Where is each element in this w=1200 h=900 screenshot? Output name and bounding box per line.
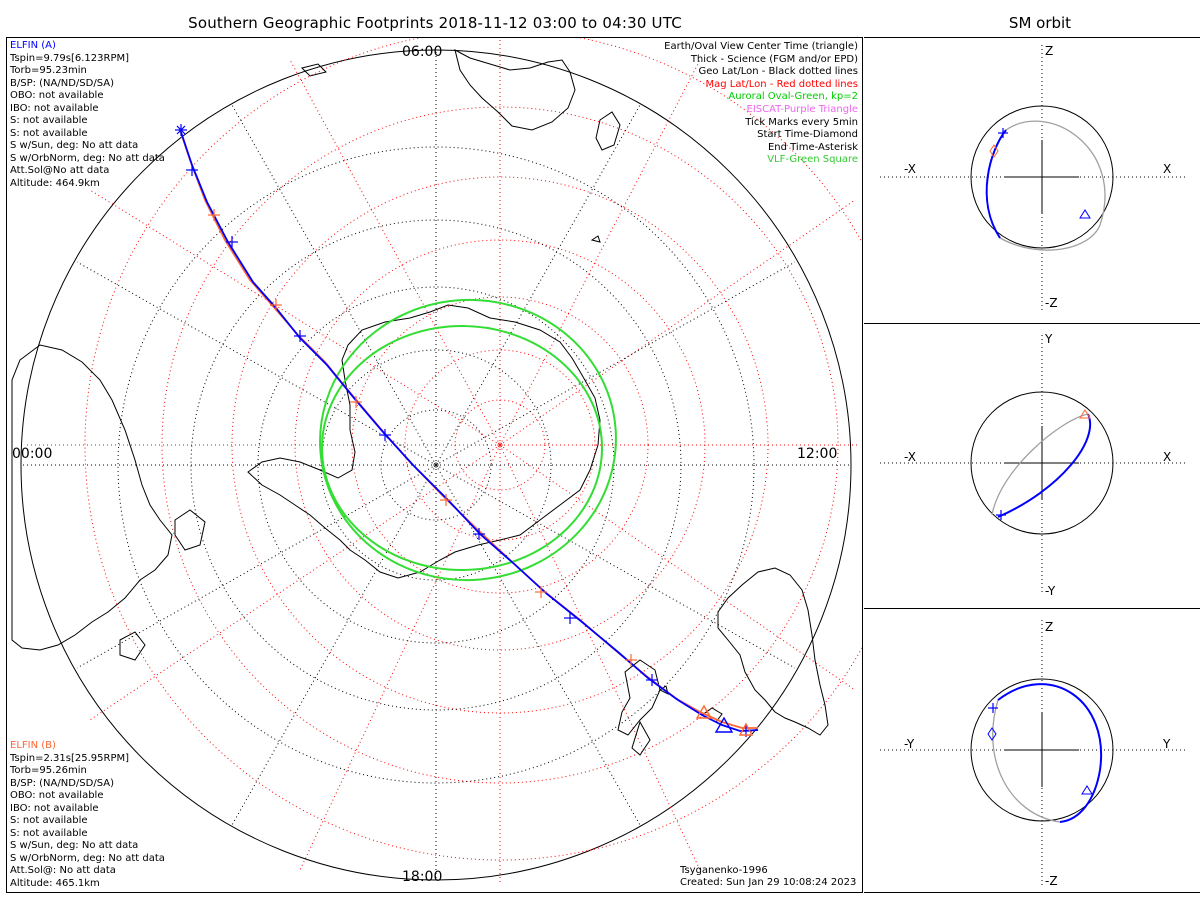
elfin-b-line: Altitude: 465.1km <box>10 877 100 889</box>
sm-orbit-title: SM orbit <box>1008 14 1072 32</box>
sm2-bottom-label: -Y <box>1045 584 1056 598</box>
legend-item: Tick Marks every 5min <box>745 116 858 128</box>
legend: Earth/Oval View Center Time (triangle) T… <box>664 41 858 167</box>
mag-lat-lon-grid <box>25 38 862 885</box>
mlt-label-left: 00:00 <box>12 446 53 462</box>
elfin-a-name: ELFIN (A) <box>10 40 56 51</box>
elfin-a-line: S: not available <box>10 127 88 139</box>
elfin-b-tick-marks <box>208 209 637 666</box>
legend-item: End Time-Asterisk <box>767 141 858 153</box>
sm-orbit-frame <box>864 37 1200 893</box>
legend-item: Start Time-Diamond <box>757 129 858 141</box>
sm3-bottom-label: -Z <box>1045 874 1058 888</box>
legend-item: Geo Lat/Lon - Black dotted lines <box>698 66 858 78</box>
elfin-b-line: S w/OrbNorm, deg: No att data <box>10 852 165 864</box>
elfin-a-line: S w/OrbNorm, deg: No att data <box>10 152 165 164</box>
elfin-b-name: ELFIN (B) <box>10 740 56 751</box>
sm-panel-xz <box>880 45 1185 310</box>
sm3-right-label: Y <box>1163 737 1171 751</box>
elfin-b-line: Att.Sol@: No att data <box>10 865 116 876</box>
elfin-a-trajectory <box>180 131 759 732</box>
sm-panel-divider-2 <box>864 608 1200 609</box>
elfin-b-line: IBO: not available <box>10 802 99 814</box>
elfin-a-tick-marks <box>186 164 752 737</box>
elfin-b-line: S: not available <box>10 815 88 826</box>
sm1-top-label: Z <box>1045 44 1054 58</box>
elfin-a-line: Tspin=9.79s[6.123RPM] <box>10 52 130 64</box>
legend-item: VLF-Green Square <box>767 154 858 166</box>
sm-panel-divider-1 <box>864 323 1200 324</box>
elfin-b-line: OBO: not available <box>10 790 104 801</box>
legend-item: Mag Lat/Lon - Red dotted lines <box>705 78 858 90</box>
legend-item: Auroral Oval-Green, kp=2 <box>728 91 858 103</box>
elfin-b-line: S w/Sun, deg: No att data <box>10 840 139 851</box>
sm2-right-label: X <box>1163 450 1172 464</box>
model-name: Tsyganenko-1996 <box>680 865 768 876</box>
elfin-a-line: S w/Sun, deg: No att data <box>10 140 139 151</box>
geo-pole-marker <box>433 462 439 468</box>
earth-disk-outline <box>20 49 852 881</box>
mlt-label-top: 06:00 <box>402 44 443 60</box>
sm1-bottom-label: -Z <box>1045 296 1058 310</box>
end-asterisk-marker <box>175 124 187 136</box>
elfin-b-line: Torb=95.26min <box>10 765 87 776</box>
mlt-label-right: 12:00 <box>797 446 838 462</box>
sm1-right-label: X <box>1163 162 1172 176</box>
sm1-left-label: -X <box>904 162 916 176</box>
legend-item: Thick - Science (FGM and/or EPD) <box>690 53 858 65</box>
sm3-top-label: Z <box>1045 620 1054 634</box>
elfin-b-line: Tspin=2.31s[25.95RPM] <box>10 752 130 764</box>
elfin-b-line: B/SP: (NA/ND/SD/SA) <box>10 777 114 789</box>
elfin-b-line: S: not available <box>10 827 88 839</box>
elfin-b-trajectory <box>179 129 758 729</box>
sm3-left-label: -Y <box>904 737 915 751</box>
geo-lat-lon-grid <box>22 50 850 880</box>
elfin-b-info: ELFIN (B) Tspin=2.31s[25.95RPM] Torb=95.… <box>10 740 165 890</box>
elfin-a-line: Torb=95.23min <box>10 65 87 76</box>
elfin-a-info: ELFIN (A) Tspin=9.79s[6.123RPM] Torb=95.… <box>10 40 165 190</box>
view-center-triangles <box>695 704 754 736</box>
legend-item: Earth/Oval View Center Time (triangle) <box>664 41 858 52</box>
elfin-a-line: B/SP: (NA/ND/SD/SA) <box>10 77 114 89</box>
created-timestamp: Created: Sun Jan 29 10:08:24 2023 <box>680 877 857 888</box>
elfin-a-line: Altitude: 464.9km <box>10 177 100 189</box>
elfin-a-line: OBO: not available <box>10 90 104 101</box>
legend-item: EISCAT-Purple Triangle <box>746 103 859 115</box>
auroral-oval <box>319 298 617 582</box>
elfin-a-line: S: not available <box>10 115 88 126</box>
sm-panel-xy <box>880 335 1185 595</box>
mag-pole-marker <box>497 442 503 448</box>
sm2-top-label: Y <box>1045 332 1053 346</box>
elfin-a-line: IBO: not available <box>10 102 99 114</box>
footprint-map-frame <box>6 37 863 893</box>
sm2-left-label: -X <box>904 450 916 464</box>
plot-title: Southern Geographic Footprints 2018-11-1… <box>188 14 682 32</box>
sm-panel-yz <box>880 620 1185 885</box>
mlt-label-bottom: 18:00 <box>402 869 443 885</box>
elfin-a-line: Att.Sol@No att data <box>10 165 110 176</box>
credit: Tsyganenko-1996 Created: Sun Jan 29 10:0… <box>680 865 856 889</box>
